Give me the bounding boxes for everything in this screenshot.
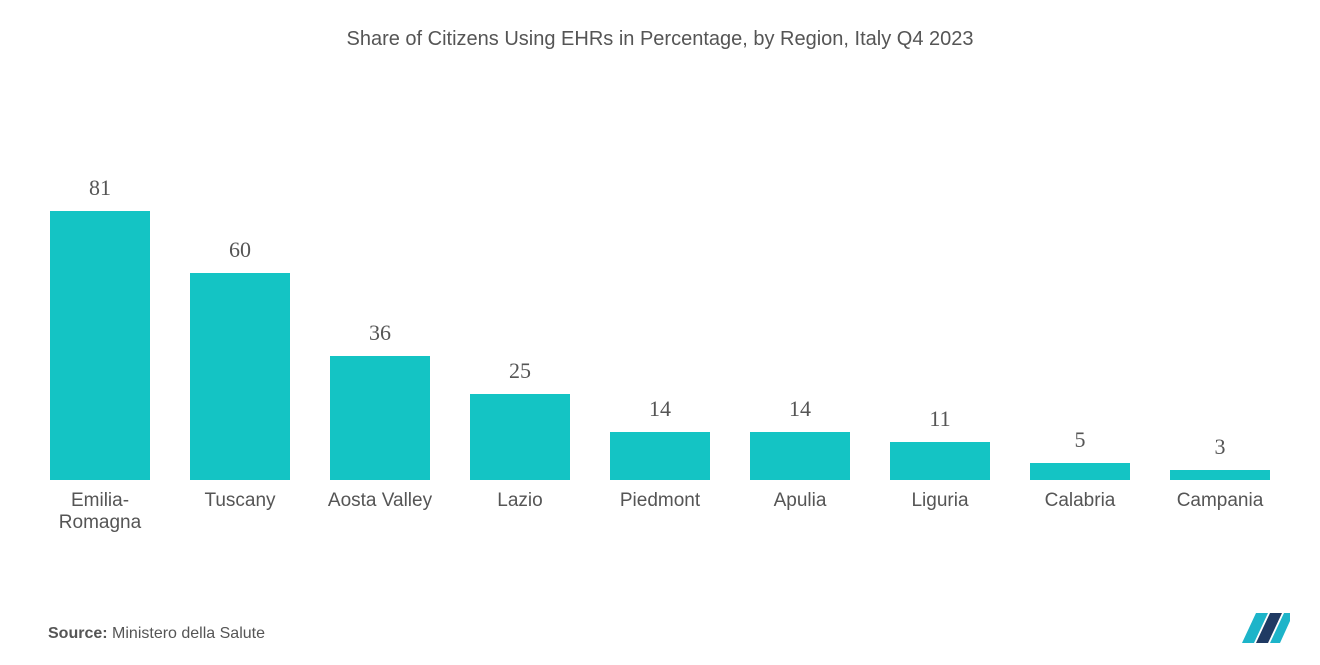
x-axis-category: Liguria <box>870 482 1010 534</box>
source-label: Source: <box>48 625 108 642</box>
chart-plot-area: 81 60 36 25 14 14 11 5 3 <box>30 175 1290 480</box>
bar-value-label: 25 <box>509 358 531 384</box>
bar-group: 5 <box>1010 175 1150 480</box>
bar-value-label: 36 <box>369 320 391 346</box>
x-axis-category: Lazio <box>450 482 590 534</box>
chart-title: Share of Citizens Using EHRs in Percenta… <box>0 0 1320 51</box>
bar-value-label: 14 <box>649 396 671 422</box>
brand-logo-icon <box>1242 613 1290 643</box>
bar-group: 14 <box>730 175 870 480</box>
bar <box>50 211 150 480</box>
x-axis-category: Campania <box>1150 482 1290 534</box>
bar-value-label: 60 <box>229 237 251 263</box>
bar <box>610 432 710 480</box>
bar-group: 36 <box>310 175 450 480</box>
bar-group: 14 <box>590 175 730 480</box>
source-attribution: Source: Ministero della Salute <box>48 625 265 643</box>
bar-value-label: 81 <box>89 175 111 201</box>
bar-group: 11 <box>870 175 1010 480</box>
bar <box>1170 470 1270 480</box>
bar <box>890 442 990 480</box>
bar <box>1030 463 1130 480</box>
x-axis-category: Apulia <box>730 482 870 534</box>
bar-value-label: 11 <box>929 406 950 432</box>
bar-value-label: 3 <box>1215 434 1226 460</box>
x-axis-category: Aosta Valley <box>310 482 450 534</box>
bar-group: 81 <box>30 175 170 480</box>
bar-group: 60 <box>170 175 310 480</box>
bar <box>330 356 430 480</box>
bar-value-label: 14 <box>789 396 811 422</box>
bar-value-label: 5 <box>1075 427 1086 453</box>
bar <box>470 394 570 480</box>
x-axis-category: Emilia-Romagna <box>30 482 170 534</box>
bar <box>750 432 850 480</box>
bar <box>190 273 290 480</box>
x-axis-category: Piedmont <box>590 482 730 534</box>
x-axis-category: Tuscany <box>170 482 310 534</box>
bar-group: 3 <box>1150 175 1290 480</box>
chart-x-axis: Emilia-RomagnaTuscanyAosta ValleyLazioPi… <box>30 482 1290 534</box>
x-axis-category: Calabria <box>1010 482 1150 534</box>
source-text: Ministero della Salute <box>112 625 265 642</box>
bar-group: 25 <box>450 175 590 480</box>
